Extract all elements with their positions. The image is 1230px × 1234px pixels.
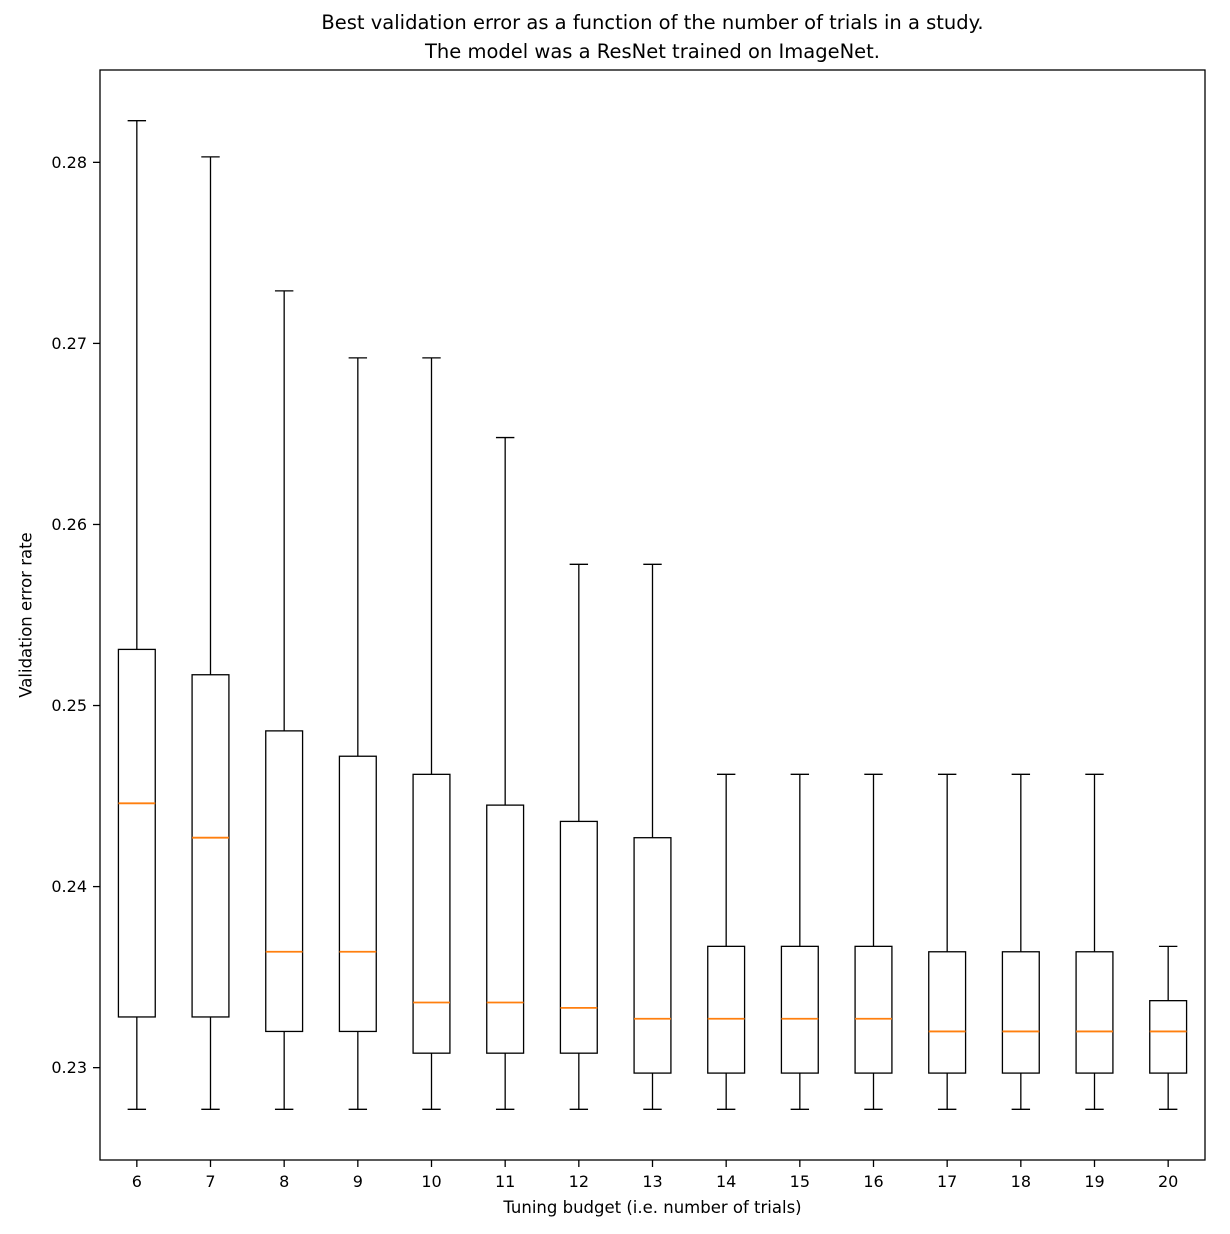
x-axis-tick-label: 14 bbox=[716, 1172, 736, 1191]
box-and-whiskers bbox=[1075, 773, 1114, 1110]
box-and-whiskers bbox=[707, 773, 746, 1110]
y-axis-tick-label: 0.24 bbox=[51, 877, 87, 896]
iqr-box bbox=[1149, 1000, 1188, 1074]
iqr-box bbox=[707, 945, 746, 1074]
x-axis-tick-label: 19 bbox=[1084, 1172, 1104, 1191]
iqr-box bbox=[780, 945, 819, 1074]
box-and-whiskers bbox=[854, 773, 893, 1110]
box-and-whiskers bbox=[1149, 945, 1188, 1110]
x-axis-tick-label: 7 bbox=[205, 1172, 215, 1191]
box-and-whiskers bbox=[117, 120, 156, 1110]
y-axis-tick-label: 0.23 bbox=[51, 1058, 87, 1077]
iqr-box bbox=[1001, 951, 1040, 1074]
x-axis-tick-label: 12 bbox=[569, 1172, 589, 1191]
iqr-box bbox=[633, 837, 672, 1074]
box-and-whiskers bbox=[191, 156, 230, 1110]
iqr-box bbox=[854, 945, 893, 1074]
x-axis-tick-label: 17 bbox=[937, 1172, 957, 1191]
chart-title: Best validation error as a function of t… bbox=[100, 8, 1205, 66]
iqr-box bbox=[117, 648, 156, 1018]
iqr-box bbox=[338, 755, 377, 1033]
box-and-whiskers bbox=[486, 436, 525, 1110]
x-axis-tick-label: 6 bbox=[132, 1172, 142, 1191]
x-axis-label: Tuning budget (i.e. number of trials) bbox=[503, 1198, 802, 1217]
y-axis-tick-label: 0.26 bbox=[51, 515, 87, 534]
chart-title-line2: The model was a ResNet trained on ImageN… bbox=[425, 40, 880, 63]
iqr-box bbox=[412, 773, 451, 1054]
box-and-whiskers bbox=[265, 290, 304, 1110]
box-and-whiskers bbox=[338, 357, 377, 1110]
box-and-whiskers bbox=[780, 773, 819, 1110]
box-and-whiskers bbox=[928, 773, 967, 1110]
x-axis-tick-label: 20 bbox=[1158, 1172, 1178, 1191]
x-axis-tick-label: 10 bbox=[421, 1172, 441, 1191]
x-axis-tick-label: 18 bbox=[1011, 1172, 1031, 1191]
y-axis-tick-label: 0.25 bbox=[51, 696, 87, 715]
x-axis-tick-label: 16 bbox=[863, 1172, 883, 1191]
x-axis-tick-label: 13 bbox=[642, 1172, 662, 1191]
iqr-box bbox=[559, 820, 598, 1054]
box-and-whiskers bbox=[412, 357, 451, 1110]
box-and-whiskers bbox=[633, 563, 672, 1110]
iqr-box bbox=[265, 730, 304, 1033]
iqr-box bbox=[486, 804, 525, 1054]
x-axis-tick-label: 11 bbox=[495, 1172, 515, 1191]
y-axis-tick-label: 0.27 bbox=[51, 334, 87, 353]
iqr-box bbox=[191, 674, 230, 1018]
box-and-whiskers bbox=[559, 563, 598, 1110]
x-axis-tick-label: 9 bbox=[353, 1172, 363, 1191]
iqr-box bbox=[928, 951, 967, 1074]
y-axis-tick-label: 0.28 bbox=[51, 153, 87, 172]
x-axis-tick-label: 15 bbox=[790, 1172, 810, 1191]
chart-title-line1: Best validation error as a function of t… bbox=[321, 11, 984, 34]
box-and-whiskers bbox=[1001, 773, 1040, 1110]
iqr-box bbox=[1075, 951, 1114, 1074]
x-axis-tick-label: 8 bbox=[279, 1172, 289, 1191]
